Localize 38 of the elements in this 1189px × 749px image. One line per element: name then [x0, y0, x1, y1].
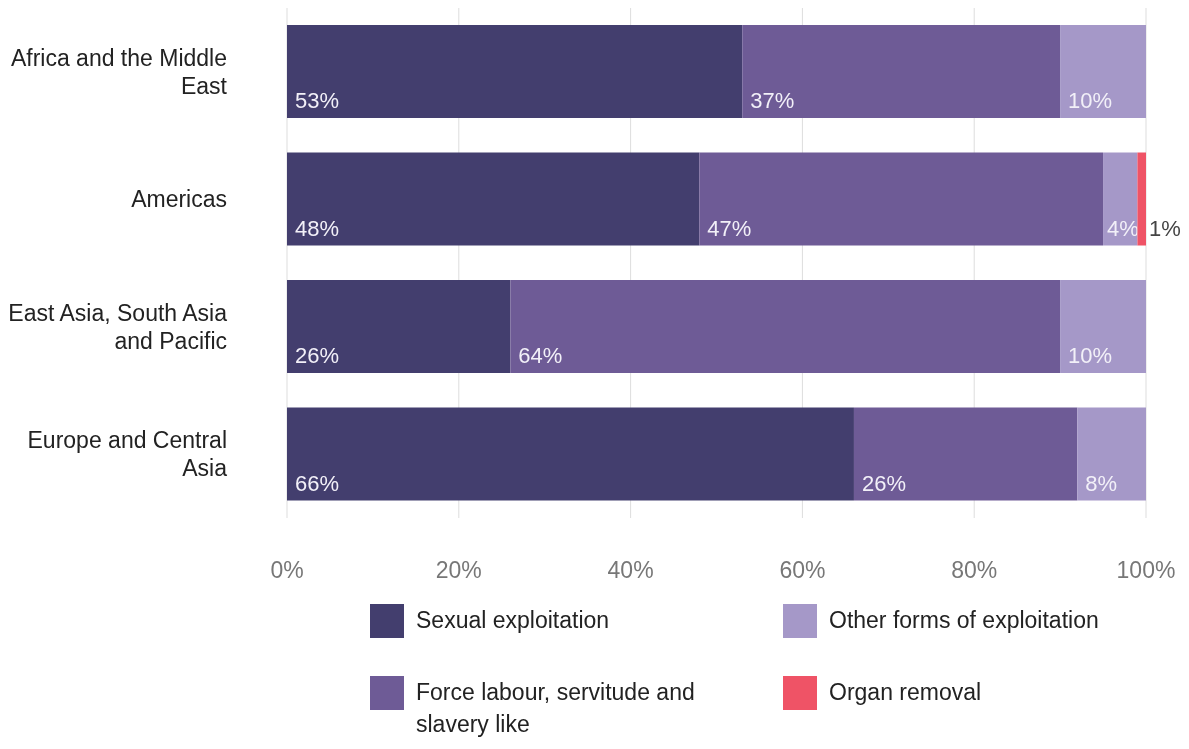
data-label: 1% [1149, 215, 1181, 241]
data-label: 26% [295, 343, 340, 368]
legend-label: Other forms of exploitation [829, 606, 1099, 635]
data-label: 53% [295, 88, 340, 113]
bar [1060, 25, 1146, 118]
data-label: 64% [518, 343, 563, 368]
legend-label: Force labour, servitude and slavery like [416, 678, 696, 739]
x-tick-label: 80% [951, 557, 998, 584]
legend-label: Organ removal [829, 678, 982, 707]
y-tick-label: Europe and Central Asia [27, 427, 228, 482]
data-label: 26% [861, 470, 906, 496]
y-tick-label: East Asia, South Asia and Pacific [8, 299, 228, 354]
x-tick-label: 40% [607, 557, 654, 584]
data-label: 48% [295, 215, 340, 241]
data-label: 8% [1085, 470, 1118, 496]
y-tick-label: Americas [131, 186, 227, 213]
bar [287, 25, 743, 118]
bar [287, 280, 511, 373]
x-tick-label: 0% [270, 557, 304, 584]
y-tick-label: Africa and the Middle East [10, 44, 228, 99]
bar [287, 407, 854, 501]
data-label: 47% [707, 215, 752, 241]
bar [287, 152, 700, 246]
x-tick-label: 60% [779, 557, 826, 584]
bar [510, 280, 1061, 373]
data-label: 66% [295, 470, 340, 496]
bar [1077, 407, 1146, 501]
bar [1137, 152, 1146, 246]
x-tick-label: 20% [435, 557, 482, 584]
x-tick-label: 100% [1116, 557, 1176, 584]
bar [742, 25, 1061, 118]
bar [699, 152, 1104, 246]
data-label: 10% [1068, 343, 1113, 368]
data-label: 37% [750, 88, 795, 113]
data-label: 10% [1068, 88, 1113, 113]
bar [853, 407, 1078, 501]
bar [1060, 280, 1146, 373]
legend-label: Sexual exploitation [416, 606, 610, 635]
